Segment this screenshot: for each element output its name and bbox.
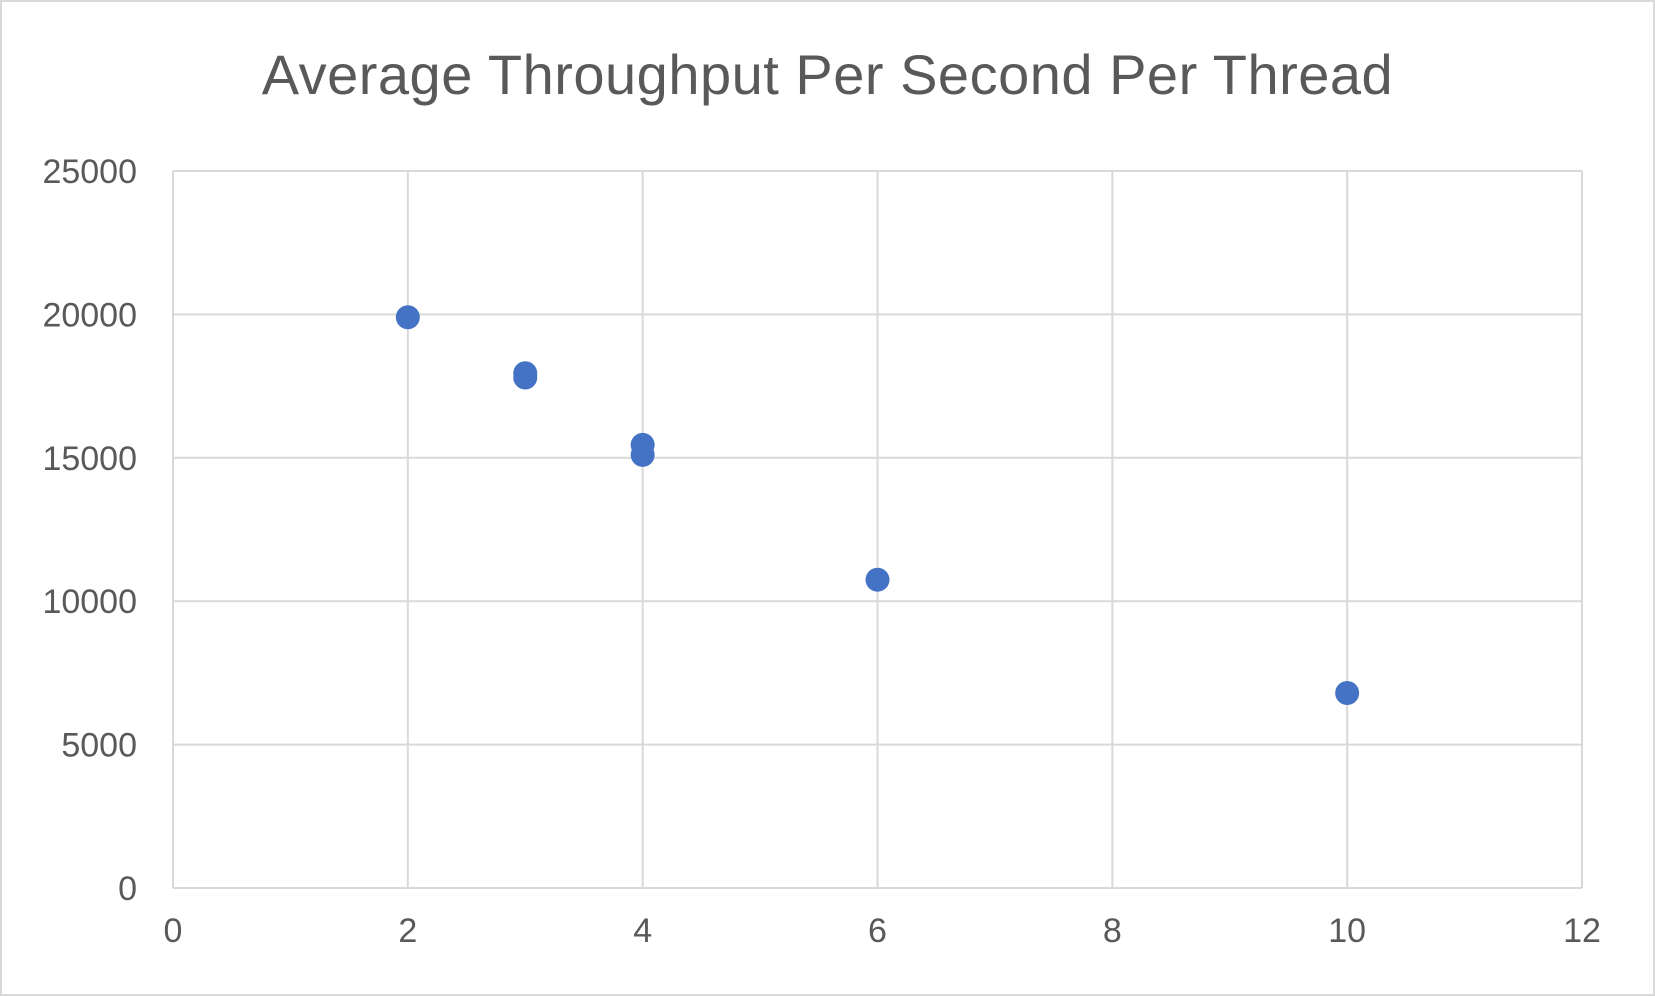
y-tick-label: 25000 <box>42 153 137 191</box>
y-tick-label: 0 <box>118 870 137 908</box>
y-tick-label: 15000 <box>42 440 137 478</box>
y-tick-label: 10000 <box>42 583 137 621</box>
x-tick-label: 12 <box>1563 912 1601 950</box>
x-tick-label: 4 <box>633 912 652 950</box>
y-tick-label: 20000 <box>42 296 137 334</box>
x-tick-label: 2 <box>398 912 417 950</box>
data-point <box>865 567 890 592</box>
data-point <box>395 305 420 330</box>
x-tick-label: 10 <box>1328 912 1366 950</box>
grid-layer <box>172 170 1583 889</box>
x-tick-label: 0 <box>164 912 183 950</box>
x-tick-label: 6 <box>868 912 887 950</box>
y-tick-label: 5000 <box>61 727 137 765</box>
data-point <box>513 365 538 390</box>
point-layer <box>395 305 1360 705</box>
data-point <box>1335 680 1360 705</box>
tick-layer: 0 5000 10000 15000 20000 25000 0 2 4 6 8 10 12 <box>42 153 1600 950</box>
x-tick-label: 8 <box>1103 912 1122 950</box>
chart-title: Average Throughput Per Second Per Thread <box>261 43 1394 106</box>
data-point <box>630 442 655 467</box>
